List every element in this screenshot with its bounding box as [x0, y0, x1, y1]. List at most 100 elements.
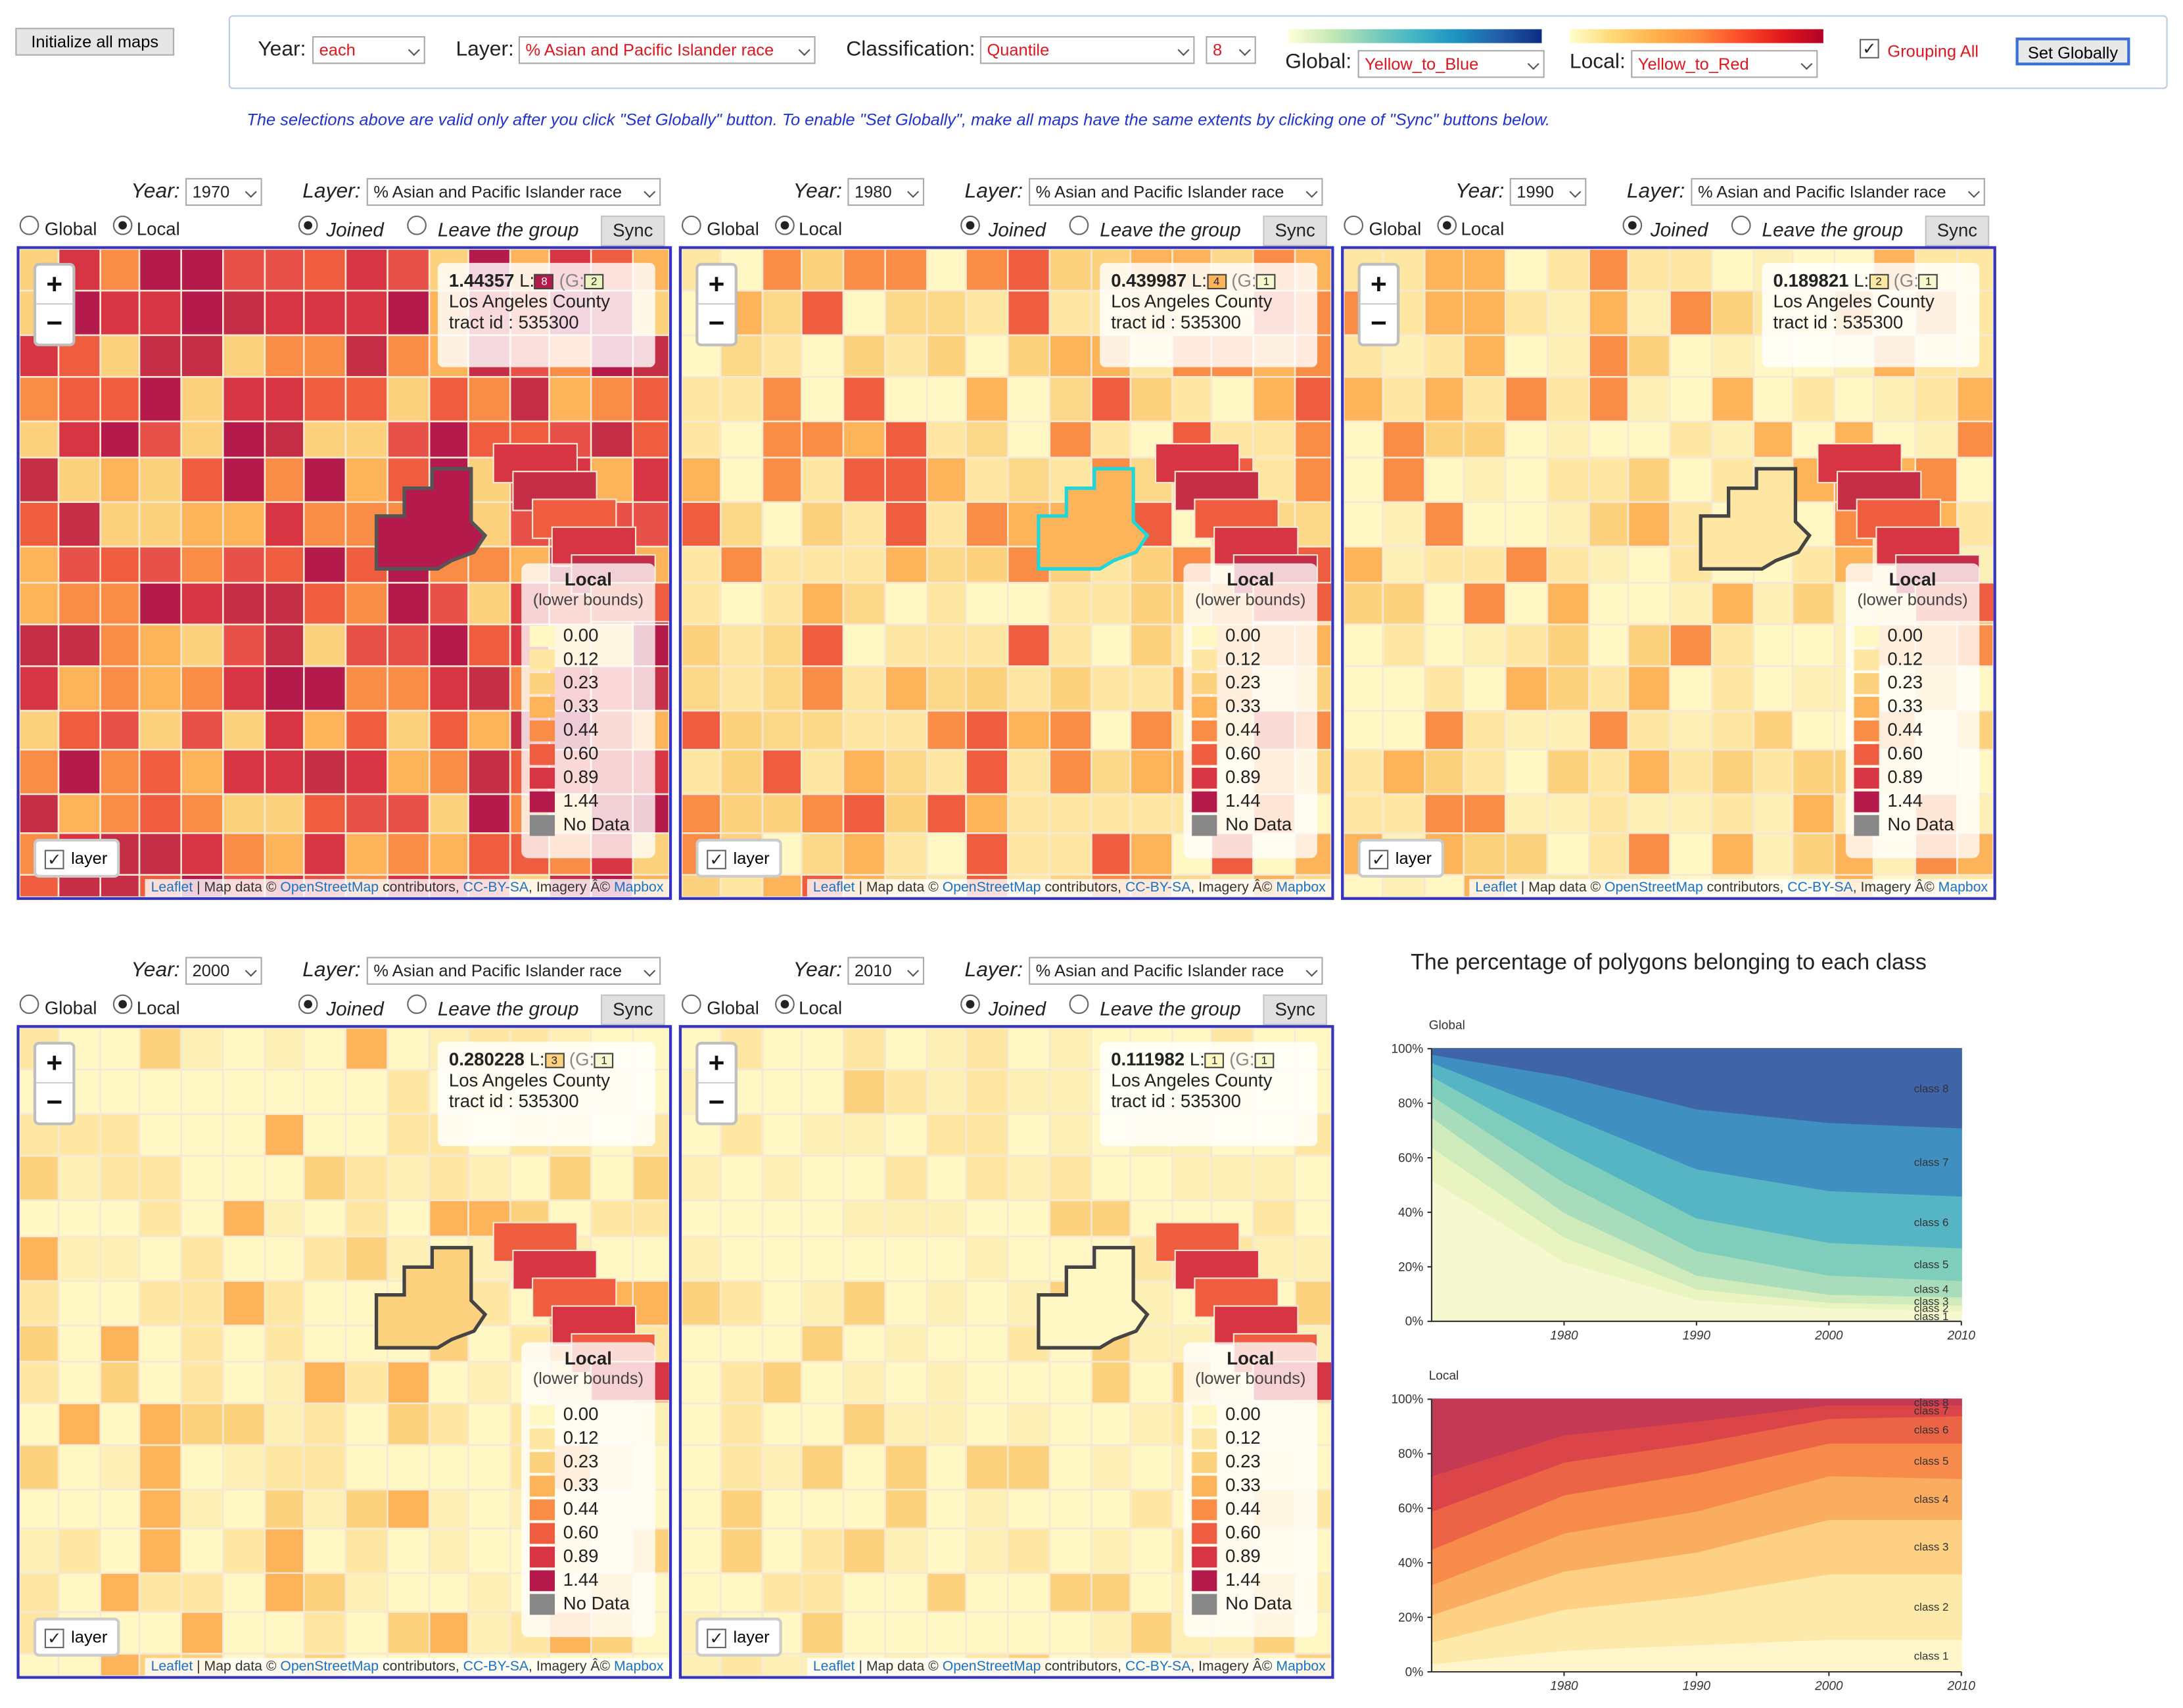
tract-polygon[interactable] — [965, 1154, 1009, 1202]
tract-polygon[interactable] — [57, 709, 101, 751]
tract-polygon[interactable] — [884, 832, 928, 876]
tract-polygon[interactable] — [57, 456, 101, 504]
tract-polygon[interactable] — [180, 1527, 224, 1575]
tract-polygon[interactable] — [387, 749, 431, 795]
tract-polygon[interactable] — [842, 665, 886, 712]
tract-polygon[interactable] — [1627, 623, 1671, 667]
tract-polygon[interactable] — [344, 1113, 388, 1157]
tract-polygon[interactable] — [682, 1324, 722, 1363]
tract-polygon[interactable] — [720, 1154, 764, 1202]
tract-polygon[interactable] — [467, 1199, 511, 1238]
map-layer-select[interactable]: % Asian and Pacific Islander race — [366, 957, 661, 985]
tract-polygon[interactable] — [965, 1402, 1009, 1446]
tract-polygon[interactable] — [344, 793, 388, 834]
tract-polygon[interactable] — [1546, 420, 1590, 459]
tract-polygon[interactable] — [264, 420, 305, 459]
tract-polygon[interactable] — [264, 1113, 305, 1157]
tract-polygon[interactable] — [1546, 501, 1590, 548]
tract-polygon[interactable] — [1627, 832, 1671, 876]
tract-polygon[interactable] — [884, 420, 928, 459]
zoom-in-button[interactable]: + — [1360, 266, 1397, 305]
tract-polygon[interactable] — [1710, 289, 1755, 337]
openstreetmap-link[interactable]: OpenStreetMap — [280, 1659, 379, 1675]
tract-polygon[interactable] — [1588, 420, 1630, 459]
tract-polygon[interactable] — [1424, 456, 1465, 504]
tract-polygon[interactable] — [467, 709, 511, 751]
tract-polygon[interactable] — [884, 1572, 928, 1613]
tract-polygon[interactable] — [344, 1611, 388, 1655]
tract-polygon[interactable] — [1048, 1572, 1092, 1613]
tract-polygon[interactable] — [926, 1154, 967, 1202]
tract-polygon[interactable] — [682, 1360, 722, 1404]
tract-polygon[interactable] — [19, 623, 60, 667]
tract-polygon[interactable] — [344, 1488, 388, 1530]
tract-polygon[interactable] — [720, 376, 764, 423]
tract-polygon[interactable] — [1048, 623, 1092, 667]
map-panel-2000[interactable]: + − 0.280228 L: 3 (G: 1 Los Angeles County tra… — [16, 1025, 672, 1679]
tract-polygon[interactable] — [842, 1444, 886, 1491]
tract-polygon[interactable] — [1505, 289, 1549, 337]
tract-polygon[interactable] — [19, 1360, 60, 1404]
tract-polygon[interactable] — [1791, 832, 1836, 876]
tract-polygon[interactable] — [344, 709, 388, 751]
tract-polygon[interactable] — [57, 1235, 101, 1282]
tract-polygon[interactable] — [180, 1611, 224, 1655]
tract-polygon[interactable] — [222, 623, 266, 667]
tract-polygon[interactable] — [926, 334, 967, 378]
tract-polygon[interactable] — [264, 376, 305, 423]
tract-polygon[interactable] — [264, 1154, 305, 1202]
tract-polygon[interactable] — [138, 623, 182, 667]
tract-polygon[interactable] — [1791, 749, 1836, 795]
tract-polygon[interactable] — [842, 456, 886, 504]
zoom-out-button[interactable]: − — [46, 1087, 63, 1118]
tract-polygon[interactable] — [180, 793, 224, 834]
tract-polygon[interactable] — [761, 1444, 803, 1491]
tract-polygon[interactable] — [138, 1360, 182, 1404]
tract-polygon[interactable] — [222, 546, 266, 584]
global-radio[interactable] — [1344, 215, 1364, 235]
tract-polygon[interactable] — [99, 793, 141, 834]
local-radio[interactable] — [1437, 215, 1457, 235]
tract-polygon[interactable] — [720, 749, 764, 795]
tract-polygon[interactable] — [1669, 623, 1713, 667]
tract-polygon[interactable] — [926, 1028, 967, 1071]
tract-polygon[interactable] — [965, 623, 1009, 667]
tract-polygon[interactable] — [99, 546, 141, 584]
tract-polygon[interactable] — [926, 1444, 967, 1491]
tract-polygon[interactable] — [19, 1235, 60, 1282]
tract-polygon[interactable] — [1344, 420, 1384, 459]
tract-polygon[interactable] — [842, 793, 886, 834]
tract-polygon[interactable] — [344, 289, 388, 337]
tract-polygon[interactable] — [264, 1444, 305, 1491]
tract-polygon[interactable] — [720, 874, 764, 897]
tract-polygon[interactable] — [344, 249, 388, 292]
tract-polygon[interactable] — [1752, 709, 1794, 751]
tract-polygon[interactable] — [884, 1402, 928, 1446]
leave-group-radio[interactable] — [407, 215, 427, 235]
tract-polygon[interactable] — [1344, 623, 1384, 667]
tract-polygon[interactable] — [19, 793, 60, 834]
map-year-select[interactable]: 2000 — [185, 957, 262, 985]
tract-polygon[interactable] — [19, 1154, 60, 1202]
tract-polygon[interactable] — [222, 832, 266, 876]
tract-polygon[interactable] — [57, 623, 101, 667]
tract-polygon[interactable] — [842, 1199, 886, 1238]
layer-checkbox[interactable]: ✓ — [707, 849, 726, 869]
tract-polygon[interactable] — [1627, 709, 1671, 751]
tract-polygon[interactable] — [303, 582, 347, 626]
tract-polygon[interactable] — [1006, 582, 1051, 626]
tract-polygon[interactable] — [761, 1324, 803, 1363]
tract-polygon[interactable] — [926, 1402, 967, 1446]
tract-polygon[interactable] — [1627, 793, 1671, 834]
tract-polygon[interactable] — [1344, 456, 1384, 504]
tract-polygon[interactable] — [761, 749, 803, 795]
tract-polygon[interactable] — [1048, 793, 1092, 834]
tract-polygon[interactable] — [303, 749, 347, 795]
tract-polygon[interactable] — [303, 1611, 347, 1655]
layer-checkbox[interactable]: ✓ — [44, 1628, 64, 1648]
tract-polygon[interactable] — [303, 832, 347, 876]
selected-tract-polygon[interactable] — [374, 1246, 488, 1350]
tract-polygon[interactable] — [761, 874, 803, 897]
tract-polygon[interactable] — [1048, 582, 1092, 626]
tract-polygon[interactable] — [222, 1154, 266, 1202]
